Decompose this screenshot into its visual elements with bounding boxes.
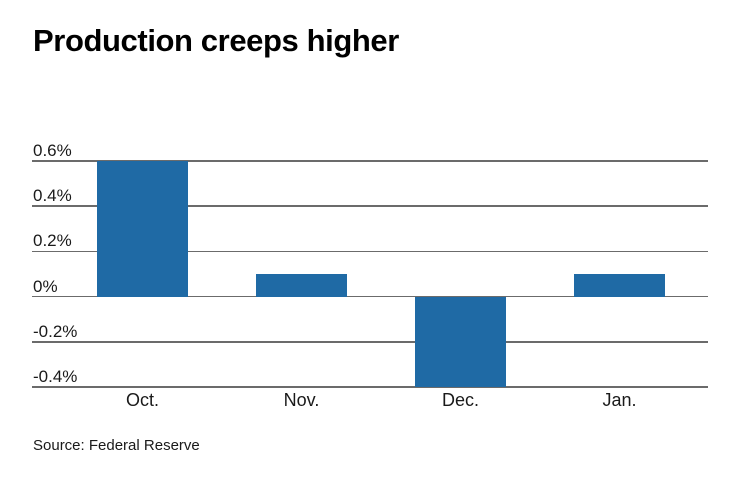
gridline: [32, 160, 708, 162]
y-axis-tick-label: 0.2%: [33, 231, 72, 251]
gridline: [32, 386, 708, 388]
x-axis-tick-label: Jan.: [602, 390, 637, 410]
x-axis-tick-label: Oct.: [125, 390, 159, 410]
y-axis-tick-label: 0.4%: [33, 186, 72, 206]
source-note: Source: Federal Reserve: [33, 437, 200, 454]
y-axis-tick-label: -0.2%: [33, 321, 78, 341]
gridline: [32, 341, 708, 343]
gridline: [32, 295, 708, 298]
y-axis-tick-label: -0.4%: [33, 367, 78, 386]
bar-nov: [256, 274, 347, 297]
y-axis-tick-label: 0.6%: [33, 141, 72, 160]
bar-dec: [415, 296, 506, 387]
bar-oct: [97, 161, 188, 297]
bar-jan: [574, 274, 665, 297]
gridline: [32, 250, 708, 253]
x-axis-tick-label: Nov.: [283, 390, 320, 410]
y-axis-tick-label: 0%: [33, 276, 58, 296]
x-axis-tick-label: Dec.: [441, 390, 479, 410]
gridline: [32, 205, 708, 207]
chart-title: Production creeps higher: [33, 23, 399, 58]
